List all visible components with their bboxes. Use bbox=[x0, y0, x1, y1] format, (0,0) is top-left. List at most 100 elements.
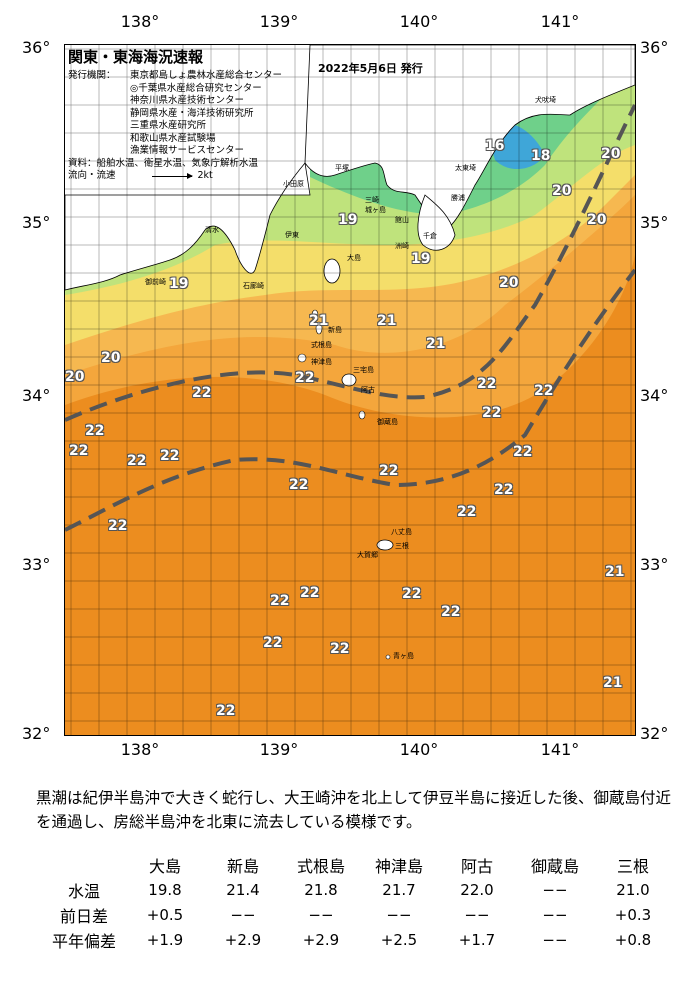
temp-label: 21 bbox=[377, 313, 397, 329]
publisher-item: 三重県水産研究所 bbox=[130, 120, 207, 131]
sources-row: 資料： 船舶水温、衛星水温、気象庁解析水温 bbox=[68, 158, 282, 171]
flow-scale: 2kt bbox=[197, 170, 213, 181]
lat-tick-34-right: 34° bbox=[640, 386, 669, 405]
island-aogashima bbox=[385, 654, 391, 660]
publisher-item: 静岡県水産・海洋技術研究所 bbox=[130, 107, 254, 119]
sea-temperature-map: 138° 139° 140° 141° 138° 139° 140° 141° … bbox=[22, 12, 669, 759]
island-toshima bbox=[311, 309, 319, 321]
temp-label: 22 bbox=[127, 453, 147, 469]
publisher-item: 神奈川県水産技術センター bbox=[130, 95, 245, 106]
table-row: 平年偏差 +1.9 +2.9 +2.9 +2.5 +1.7 −− +0.8 bbox=[42, 927, 672, 952]
lat-tick-32-right: 32° bbox=[640, 724, 669, 743]
publish-date: 2022年5月6日 発行 bbox=[318, 62, 423, 75]
table-cell: −− bbox=[464, 905, 490, 924]
map-title: 関東・東海海況速報 bbox=[68, 48, 204, 66]
lon-tick-140-top: 140° bbox=[399, 12, 439, 31]
lat-tick-36-left: 36° bbox=[22, 38, 51, 57]
table-cell: +0.3 bbox=[614, 905, 652, 924]
lat-tick-32-left: 32° bbox=[22, 724, 51, 743]
table-cell: +0.8 bbox=[614, 930, 652, 949]
temp-label: 16 bbox=[485, 138, 505, 154]
sources-text: 船舶水温、衛星水温、気象庁解析水温 bbox=[96, 157, 259, 169]
place-label: 平塚 bbox=[335, 164, 349, 172]
table-cell: 21.4 bbox=[226, 880, 260, 899]
temp-label: 22 bbox=[441, 604, 461, 620]
column-header: 阿古 bbox=[460, 856, 493, 876]
kuroshio-north-line bbox=[65, 104, 635, 422]
table-row: 水温 19.8 21.4 21.8 21.7 22.0 −− 21.0 bbox=[42, 877, 672, 902]
lat-tick-35-right: 35° bbox=[640, 213, 669, 232]
temp-label: 19 bbox=[169, 276, 189, 292]
place-label: 大島 bbox=[347, 254, 361, 262]
place-label: 阿古 bbox=[361, 386, 375, 394]
island-oshima bbox=[323, 258, 341, 284]
table-cell: 21.0 bbox=[616, 880, 650, 899]
publisher-label: 発行機関： bbox=[68, 70, 116, 81]
table-cell: +1.7 bbox=[458, 930, 496, 949]
publisher-block: 発行機関： 東京都島しょ農林水産総合センター ◎千葉県水産総合研究センター 神奈… bbox=[68, 70, 282, 158]
place-label: 大賀郷 bbox=[357, 551, 378, 559]
table-cell: +2.9 bbox=[224, 930, 262, 949]
lat-tick-33-right: 33° bbox=[640, 555, 669, 574]
temp-label: 20 bbox=[552, 183, 572, 199]
table-cell: −− bbox=[386, 905, 412, 924]
place-label: 御蔵島 bbox=[377, 418, 398, 426]
temp-label: 22 bbox=[263, 635, 283, 651]
temp-label: 22 bbox=[160, 448, 180, 464]
place-label: 八丈島 bbox=[391, 528, 412, 536]
temp-label: 22 bbox=[289, 477, 309, 493]
table-cell: −− bbox=[542, 905, 568, 924]
temp-label: 22 bbox=[216, 703, 236, 719]
place-label: 式根島 bbox=[311, 341, 332, 349]
publisher-item: 和歌山県水産試験場 bbox=[130, 132, 216, 144]
lon-tick-140-bottom: 140° bbox=[399, 740, 439, 759]
lon-tick-139-bottom: 139° bbox=[259, 740, 299, 759]
place-label: 太東埼 bbox=[455, 164, 476, 172]
publisher-item: ◎千葉県水産総合研究センター bbox=[130, 82, 262, 94]
place-label: 館山 bbox=[395, 216, 409, 224]
column-header: 大島 bbox=[148, 856, 181, 876]
row-label: 平年偏差 bbox=[51, 931, 116, 951]
island-niijima bbox=[315, 321, 323, 335]
temp-label: 22 bbox=[477, 376, 497, 392]
temp-label: 21 bbox=[603, 675, 623, 691]
island-hachijojima bbox=[376, 539, 394, 551]
place-label: 清水 bbox=[205, 226, 219, 234]
column-header: 神津島 bbox=[374, 856, 423, 876]
temp-label: 21 bbox=[605, 564, 625, 580]
place-label: 伊東 bbox=[285, 231, 299, 239]
place-label: 石廊崎 bbox=[243, 282, 264, 290]
row-label: 水温 bbox=[67, 881, 100, 901]
row-label: 前日差 bbox=[59, 906, 108, 926]
temp-label: 22 bbox=[482, 405, 502, 421]
table-cell: 19.8 bbox=[148, 880, 182, 899]
stats-corner bbox=[42, 852, 126, 877]
temp-label: 22 bbox=[300, 585, 320, 601]
column-header: 御蔵島 bbox=[530, 856, 579, 876]
place-label: 三崎 bbox=[365, 196, 379, 204]
description-text: 黒潮は紀伊半島沖で大きく蛇行し、大王崎沖を北上して伊豆半島に接近した後、御蔵島付… bbox=[36, 789, 672, 831]
table-cell: −− bbox=[230, 905, 256, 924]
column-header: 新島 bbox=[226, 856, 259, 876]
place-label: 小田原 bbox=[283, 180, 304, 188]
table-cell: +0.5 bbox=[146, 905, 184, 924]
place-label: 神津島 bbox=[311, 358, 332, 366]
temp-label: 20 bbox=[601, 146, 621, 162]
table-cell: 22.0 bbox=[460, 880, 494, 899]
table-cell: −− bbox=[542, 880, 568, 899]
flow-arrow-icon bbox=[151, 172, 193, 179]
land-izu bbox=[65, 162, 311, 291]
temp-label: 22 bbox=[192, 385, 212, 401]
temp-label: 22 bbox=[402, 586, 422, 602]
place-label: 三根 bbox=[395, 542, 409, 550]
publisher-item: 東京都島しょ農林水産総合センター bbox=[130, 70, 283, 81]
temp-label: 22 bbox=[513, 444, 533, 460]
temp-label: 22 bbox=[379, 463, 399, 479]
place-label: 千倉 bbox=[423, 232, 437, 240]
lon-tick-141-bottom: 141° bbox=[540, 740, 580, 759]
map-svg bbox=[65, 45, 635, 735]
temp-label: 19 bbox=[338, 212, 358, 228]
temp-label: 22 bbox=[108, 518, 128, 534]
land-boso bbox=[417, 194, 456, 251]
column-header: 三根 bbox=[616, 856, 649, 876]
